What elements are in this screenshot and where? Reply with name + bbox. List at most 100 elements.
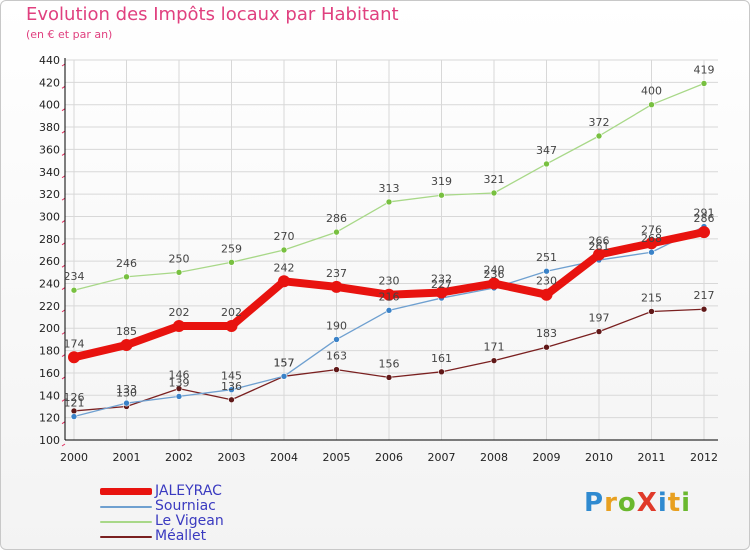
data-point-jaleyrac	[120, 339, 133, 351]
y-tick-label: 180	[39, 345, 60, 358]
legend-label-sourniac: Sourniac	[155, 498, 216, 514]
x-tick-label: 2002	[165, 451, 193, 464]
data-label-jaleyrac: 202	[169, 306, 190, 319]
data-label-le-vigean: 400	[641, 85, 662, 98]
y-tick-label: 420	[39, 76, 60, 89]
legend-swatch-meallet	[100, 536, 152, 538]
y-tick-label: 140	[39, 389, 60, 402]
data-label-jaleyrac: 286	[694, 212, 715, 225]
data-label-sourniac: 139	[169, 376, 190, 389]
data-label-jaleyrac: 266	[589, 234, 610, 247]
legend-label-le-vigean: Le Vigean	[155, 513, 224, 529]
logo-letter: i	[681, 488, 692, 518]
y-tick-label: 320	[39, 188, 60, 201]
data-label-m-allet: 183	[536, 327, 557, 340]
data-label-le-vigean: 250	[169, 252, 190, 265]
legend-label-jaleyrac: JALEYRAC	[155, 483, 222, 499]
data-label-m-allet: 156	[379, 357, 400, 370]
x-tick-label: 2003	[218, 451, 246, 464]
y-tick-label: 220	[39, 300, 60, 313]
y-tick-label: 300	[39, 210, 60, 223]
data-label-m-allet: 126	[64, 391, 85, 404]
data-point-jaleyrac	[383, 288, 395, 301]
data-label-m-allet: 157	[274, 356, 295, 369]
data-label-le-vigean: 234	[64, 270, 85, 283]
data-point-jaleyrac	[645, 237, 658, 250]
data-label-sourniac: 268	[641, 232, 662, 245]
data-point-m-allet	[175, 385, 183, 392]
x-tick-label: 2004	[270, 451, 298, 464]
legend-swatch-jaleyrac	[100, 488, 152, 495]
data-point-le-vigean	[385, 198, 393, 206]
y-tick-label: 360	[39, 143, 60, 156]
chart-title: Evolution des Impôts locaux par Habitant	[26, 4, 399, 25]
data-point-sourniac	[228, 386, 235, 394]
y-tick-label: 440	[39, 54, 60, 67]
data-point-le-vigean	[438, 191, 445, 199]
logo-letter: P	[584, 488, 605, 518]
y-minor-tick	[61, 443, 66, 447]
data-point-sourniac	[175, 393, 183, 400]
logo-letter: o	[617, 488, 637, 518]
data-point-m-allet	[333, 366, 340, 373]
data-point-jaleyrac	[225, 320, 238, 332]
data-point-sourniac	[123, 399, 130, 407]
x-tick-label: 2000	[60, 451, 88, 464]
data-point-jaleyrac	[278, 275, 290, 288]
data-label-le-vigean: 270	[274, 230, 295, 243]
y-tick-label: 380	[39, 121, 60, 134]
data-point-jaleyrac	[330, 280, 343, 293]
data-label-le-vigean: 419	[694, 63, 715, 76]
data-label-sourniac: 227	[431, 278, 452, 291]
data-point-jaleyrac	[540, 288, 553, 301]
x-tick-label: 2007	[428, 451, 456, 464]
data-point-le-vigean	[648, 101, 655, 109]
data-label-le-vigean: 319	[431, 175, 452, 188]
data-label-sourniac: 216	[379, 290, 400, 303]
data-point-sourniac	[280, 372, 288, 380]
data-label-jaleyrac: 276	[641, 223, 662, 236]
data-point-le-vigean	[700, 80, 708, 87]
data-point-le-vigean	[333, 228, 340, 236]
data-point-le-vigean	[70, 286, 78, 294]
data-point-jaleyrac	[173, 320, 185, 332]
data-point-jaleyrac	[435, 286, 448, 299]
data-point-jaleyrac	[68, 351, 80, 364]
data-point-jaleyrac	[698, 226, 710, 239]
y-tick-label: 400	[39, 99, 60, 112]
y-tick-label: 160	[39, 367, 60, 380]
data-point-sourniac	[70, 413, 78, 420]
data-label-le-vigean: 321	[484, 173, 505, 186]
data-point-le-vigean	[490, 189, 498, 197]
data-label-m-allet: 163	[326, 350, 347, 363]
x-tick-label: 2012	[690, 451, 718, 464]
logo-letter: X	[636, 488, 658, 518]
data-label-sourniac: 236	[484, 268, 505, 281]
y-tick-label: 340	[39, 166, 60, 179]
data-label-m-allet: 217	[694, 289, 715, 302]
proxiti-logo: ProXiti	[584, 488, 691, 518]
logo-letter: t	[667, 488, 682, 518]
logo-letter: r	[604, 488, 618, 518]
x-tick-label: 2009	[533, 451, 561, 464]
data-point-m-allet	[228, 396, 235, 404]
data-label-sourniac: 121	[64, 397, 85, 410]
data-label-jaleyrac: 202	[221, 306, 242, 319]
legend-swatch-le-vigean	[100, 521, 152, 523]
data-label-jaleyrac: 174	[64, 337, 85, 350]
data-point-m-allet	[543, 343, 550, 351]
x-tick-label: 2010	[585, 451, 613, 464]
x-tick-label: 2008	[480, 451, 508, 464]
logo-letter: i	[657, 488, 668, 518]
data-point-sourniac	[648, 248, 655, 256]
data-label-m-allet: 171	[484, 341, 505, 354]
data-point-jaleyrac	[593, 248, 605, 261]
data-label-sourniac: 251	[536, 251, 557, 264]
data-label-m-allet: 130	[116, 386, 137, 399]
y-tick-label: 200	[39, 322, 60, 335]
data-label-sourniac: 133	[116, 383, 137, 396]
data-label-jaleyrac: 230	[379, 275, 400, 288]
data-label-sourniac: 261	[589, 240, 610, 253]
data-point-m-allet	[648, 308, 655, 315]
